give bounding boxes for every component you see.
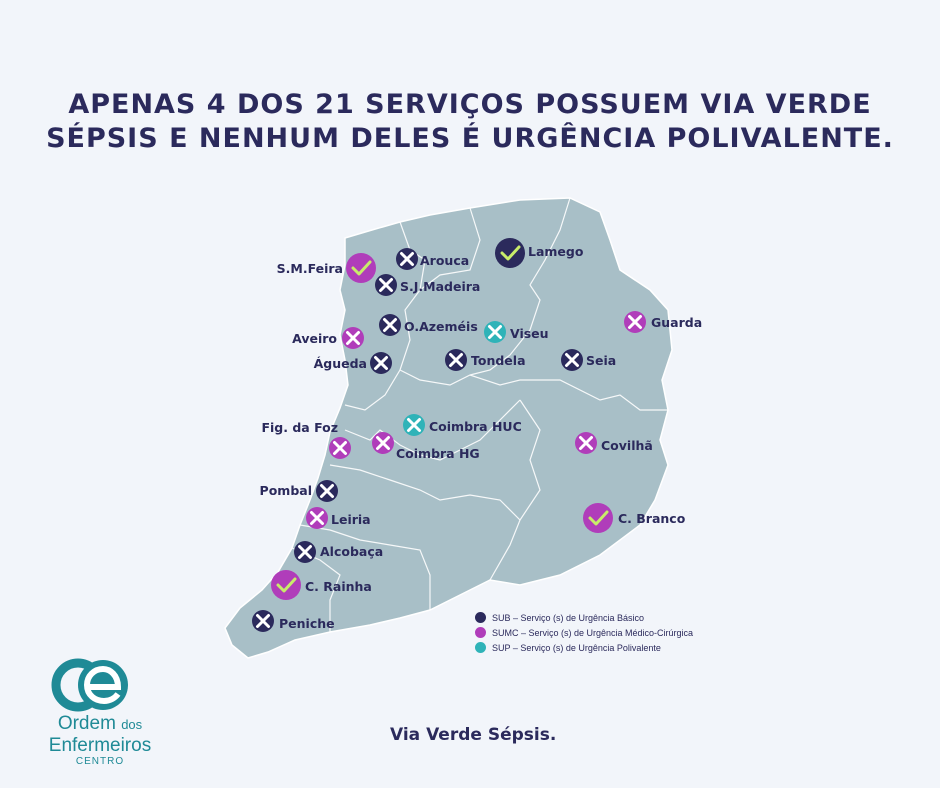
hospital-label: Leiria <box>331 512 371 527</box>
headline-line-1: APENAS 4 DOS 21 SERVIÇOS POSSUEM VIA VER… <box>68 89 872 120</box>
hospital-marker-seia: Seia <box>561 349 616 371</box>
sumc-dot <box>346 253 376 283</box>
check-icon <box>351 260 372 276</box>
close-icon <box>320 484 334 498</box>
hospital-marker-agueda: Águeda <box>314 352 392 374</box>
legend-sup-dot <box>475 642 486 653</box>
close-icon <box>333 441 347 455</box>
hospital-marker-leiria: Leiria <box>306 507 371 529</box>
legend-sumc-label: SUMC – Serviço (s) de Urgência Médico-Ci… <box>492 627 694 638</box>
hospital-label: Seia <box>586 353 616 368</box>
logo-word-dos: dos <box>121 717 143 732</box>
hospital-label: Aveiro <box>292 331 337 346</box>
hospital-marker-alcobaca: Alcobaça <box>294 541 383 563</box>
legend-item-sup: SUP – Serviço (s) de Urgência Polivalent… <box>475 640 693 655</box>
hospital-marker-lamego: Lamego <box>495 238 584 268</box>
check-icon <box>276 577 297 593</box>
close-icon <box>407 418 421 432</box>
hospital-marker-coimbra-huc: Coimbra HUC <box>403 414 522 436</box>
hospital-label: Lamego <box>528 244 584 259</box>
hospital-marker-peniche: Peniche <box>252 610 335 632</box>
hospital-marker-viseu: Viseu <box>484 321 549 343</box>
sumc-dot <box>583 503 613 533</box>
hospital-label: Águeda <box>314 356 367 371</box>
close-icon <box>400 252 414 266</box>
logo-title: Ordem dos <box>40 713 160 735</box>
hospital-label: Tondela <box>471 353 526 368</box>
sub-dot <box>495 238 525 268</box>
legend-sup-label: SUP – Serviço (s) de Urgência Polivalent… <box>492 642 661 653</box>
logo-word-ordem: Ordem <box>57 713 116 734</box>
hospital-label: Alcobaça <box>320 544 383 559</box>
close-icon <box>565 353 579 367</box>
legend-item-sumc: SUMC – Serviço (s) de Urgência Médico-Ci… <box>475 625 693 640</box>
close-icon <box>628 315 642 329</box>
hospital-marker-tondela: Tondela <box>445 349 526 371</box>
close-icon <box>449 353 463 367</box>
close-icon <box>376 436 390 450</box>
legend-sub-dot <box>475 612 486 623</box>
hospital-marker-covilha: Covilhã <box>575 432 653 454</box>
close-icon <box>298 545 312 559</box>
hospital-marker-fig-da-foz: Fig. da Foz <box>261 420 351 459</box>
hospital-label: Guarda <box>651 315 702 330</box>
hospital-label: Arouca <box>420 253 469 268</box>
close-icon <box>310 511 324 525</box>
close-icon <box>346 331 360 345</box>
hospital-marker-c-branco: C. Branco <box>583 503 686 533</box>
legend-item-sub: SUB – Serviço (s) de Urgência Básico <box>475 610 693 625</box>
hospital-marker-coimbra-hg: Coimbra HG <box>372 432 480 461</box>
legend: SUB – Serviço (s) de Urgência Básico SUM… <box>475 610 693 655</box>
legend-sumc-dot <box>475 627 486 638</box>
hospital-label: Pombal <box>260 483 312 498</box>
hospital-label: S.J.Madeira <box>400 279 480 294</box>
hospital-label: C. Rainha <box>305 579 372 594</box>
sumc-dot <box>271 570 301 600</box>
hospital-label: S.M.Feira <box>277 261 343 276</box>
headline-line-2: SÉPSIS E NENHUM DELES É URGÊNCIA POLIVAL… <box>46 123 894 154</box>
hospital-marker-o-azemeis: O.Azeméis <box>379 314 478 336</box>
close-icon <box>256 614 270 628</box>
legend-sub-label: SUB – Serviço (s) de Urgência Básico <box>492 612 645 623</box>
check-icon <box>500 245 521 261</box>
close-icon <box>379 278 393 292</box>
close-icon <box>579 436 593 450</box>
hospital-marker-guarda: Guarda <box>624 311 702 333</box>
hospital-label: Coimbra HG <box>396 446 480 461</box>
hospital-marker-pombal: Pombal <box>260 480 338 502</box>
hospital-label: Viseu <box>510 326 549 341</box>
check-icon <box>588 510 609 526</box>
close-icon <box>383 318 397 332</box>
logo-word-enfermeiros: Enfermeiros <box>48 735 152 756</box>
hospital-marker-s-m-feira: S.M.Feira <box>277 253 376 283</box>
logo: Ordem dos Enfermeiros CENTRO <box>40 655 160 770</box>
hospital-markers: Arouca Lamego S.M.Feira S.J.Madeira O.Azeméi… <box>252 238 702 632</box>
footer-tagline: Via Verde Sépsis. <box>390 725 557 745</box>
hospital-label: Peniche <box>279 616 335 631</box>
logo-mark-icon <box>51 658 128 712</box>
headline: APENAS 4 DOS 21 SERVIÇOS POSSUEM VIA VER… <box>40 88 900 156</box>
region-shape <box>224 197 673 659</box>
hospital-label: Coimbra HUC <box>429 419 522 434</box>
close-icon <box>374 356 388 370</box>
hospital-marker-s-j-madeira: S.J.Madeira <box>375 274 480 296</box>
logo-region: CENTRO <box>75 756 125 767</box>
hospital-label: Covilhã <box>601 438 653 453</box>
hospital-label: C. Branco <box>618 511 686 526</box>
hospital-marker-aveiro: Aveiro <box>292 327 364 349</box>
hospital-marker-c-rainha: C. Rainha <box>271 570 372 600</box>
hospital-label: Fig. da Foz <box>261 420 338 435</box>
hospital-marker-arouca: Arouca <box>396 248 469 270</box>
hospital-label: O.Azeméis <box>404 319 478 334</box>
close-icon <box>488 325 502 339</box>
